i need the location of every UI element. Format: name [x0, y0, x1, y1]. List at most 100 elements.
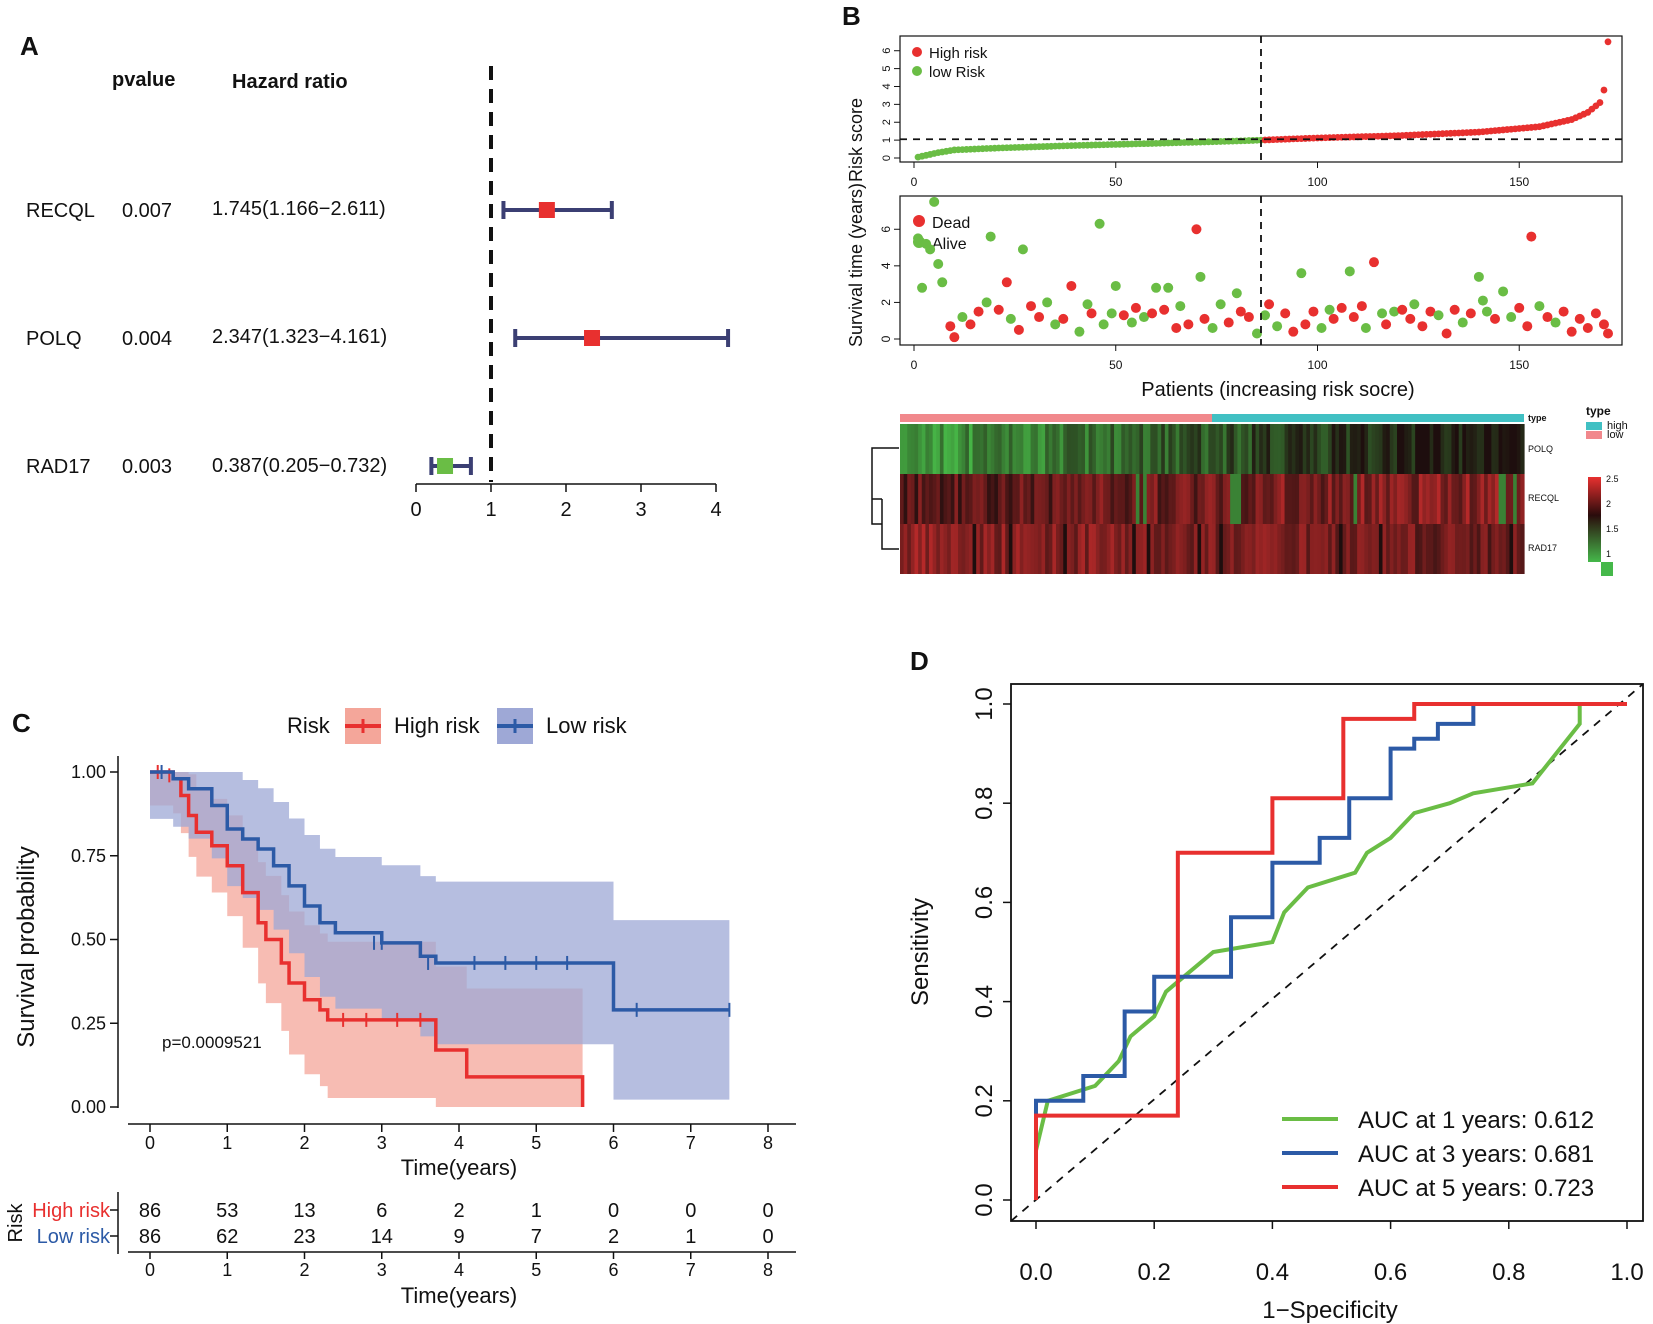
survival-point-dead: [1264, 299, 1275, 310]
heatmap-cell: [943, 474, 948, 524]
heatmap-cell: [1440, 474, 1445, 524]
survival-point-dead: [1441, 328, 1452, 339]
survival-point-alive: [913, 233, 924, 244]
heatmap-cell: [1088, 424, 1093, 474]
heatmap-cell: [972, 424, 977, 474]
heatmap-cell: [1045, 524, 1050, 574]
heatmap-cell: [1208, 524, 1213, 574]
survival-point-dead: [1336, 302, 1347, 313]
survival-point-dead: [1300, 319, 1311, 330]
survival-point-dead: [1574, 313, 1585, 324]
heatmap-cell: [990, 424, 995, 474]
heatmap-cell: [1433, 474, 1438, 524]
km-legend-low-label: Low risk: [546, 713, 628, 738]
heatmap-cell: [1436, 424, 1442, 474]
heatmap-cell: [1233, 524, 1238, 574]
survival-point-dead: [1147, 308, 1158, 319]
heatmap-cell: [921, 424, 926, 474]
colorbar-tick-1-5: 1.5: [1606, 524, 1619, 534]
heatmap-cell: [1494, 524, 1500, 574]
heatmap-cell: [1095, 524, 1101, 574]
risk-table-count: 23: [293, 1226, 315, 1248]
heatmap-cell: [1230, 424, 1235, 474]
risk-y-tick-label: 6: [881, 48, 893, 54]
heatmap-cell: [1364, 424, 1369, 474]
heatmap-cell: [1110, 524, 1115, 574]
heatmap-cell: [1052, 424, 1057, 474]
heatmap-cell: [1473, 474, 1478, 524]
heatmap-cell: [1317, 474, 1322, 524]
heatmap-cell: [1444, 474, 1449, 524]
heatmap-cell: [1368, 424, 1373, 474]
risk-table-count: 6: [376, 1200, 387, 1222]
risk-table-high-label: High risk: [32, 1200, 111, 1222]
heatmap-cell: [1411, 424, 1416, 474]
heatmap-cell: [1117, 474, 1122, 524]
heatmap-cell: [1313, 424, 1318, 474]
heatmap-cell: [1273, 424, 1278, 474]
risk-x-tick-label: 100: [1307, 175, 1327, 189]
heatmap-cell: [1056, 524, 1061, 574]
heatmap-cell: [1505, 524, 1511, 574]
heatmap-cell: [1143, 474, 1148, 524]
heatmap-cell: [1026, 474, 1032, 524]
heatmap-cell: [958, 524, 963, 574]
heatmap-cell: [1444, 424, 1449, 474]
heatmap-cell: [1179, 424, 1184, 474]
risk-y-tick-label: 1: [881, 137, 893, 143]
heatmap-cell: [1237, 424, 1242, 474]
heatmap-cell: [1498, 474, 1503, 524]
heatmap-cell: [1389, 474, 1394, 524]
heatmap-cell: [1052, 474, 1057, 524]
survival-point-dead: [973, 306, 984, 317]
heatmap-cell: [1244, 424, 1249, 474]
km-legend-high-label: High risk: [394, 713, 481, 738]
heatmap-cell: [1491, 474, 1496, 524]
survival-point-dead: [1199, 313, 1210, 324]
heatmap-cell: [929, 524, 934, 574]
survival-point-alive: [1195, 271, 1206, 282]
risk-table-xlabel: Time(years): [401, 1283, 518, 1308]
survival-point-dead: [965, 319, 976, 330]
heatmap-cell: [1368, 524, 1373, 574]
heatmap-cell: [1233, 424, 1238, 474]
risk-x-tick-label: 150: [1509, 175, 1529, 189]
heatmap-cell: [1505, 474, 1511, 524]
survival-point-alive: [1126, 317, 1137, 328]
heatmap-cell: [1422, 474, 1427, 524]
heatmap-cell: [1291, 474, 1297, 524]
heatmap-cell: [1462, 424, 1467, 474]
risk-x-tick-label: 0: [911, 175, 918, 189]
surv-x-tick-label: 50: [1109, 358, 1123, 372]
heatmap-cell: [1451, 474, 1456, 524]
heatmap-cell: [1034, 474, 1039, 524]
survival-point-dead: [1598, 319, 1609, 330]
heatmap-cell: [1386, 474, 1391, 524]
risk-table-x-tick-label: 1: [222, 1260, 232, 1280]
heatmap-cell: [1150, 424, 1155, 474]
heatmap-cell: [1030, 524, 1035, 574]
heatmap-cell: [1204, 524, 1209, 574]
survival-point-alive: [1151, 282, 1162, 293]
heatmap-cell: [1092, 524, 1097, 574]
risk-score-plot: Risk score High risk low Risk 0 1 2 3 4 5 6 0 50…: [846, 35, 1623, 189]
heatmap-cell: [1201, 424, 1206, 474]
roc-y-tick-label: 0.0: [971, 1183, 998, 1216]
heatmap-cell: [1299, 424, 1304, 474]
risk-table-count: 86: [139, 1200, 161, 1222]
heatmap-cell: [1313, 474, 1318, 524]
heatmap-cell: [932, 474, 937, 524]
heatmap-cell: [1128, 524, 1133, 574]
heatmap-cell: [1353, 474, 1358, 524]
heatmap-cell: [1397, 424, 1402, 474]
heatmap-cell: [1034, 424, 1039, 474]
heatmap-cell: [1378, 424, 1384, 474]
risk-table-count: 0: [685, 1200, 696, 1222]
heatmap-cell: [1088, 524, 1093, 574]
heatmap-cell: [1415, 424, 1420, 474]
heatmap-cell: [1001, 474, 1006, 524]
heatmap-cell: [1161, 524, 1166, 574]
heatmap-cell: [936, 424, 941, 474]
heatmap-cell: [1520, 474, 1525, 524]
survival-point-alive: [1110, 280, 1121, 291]
